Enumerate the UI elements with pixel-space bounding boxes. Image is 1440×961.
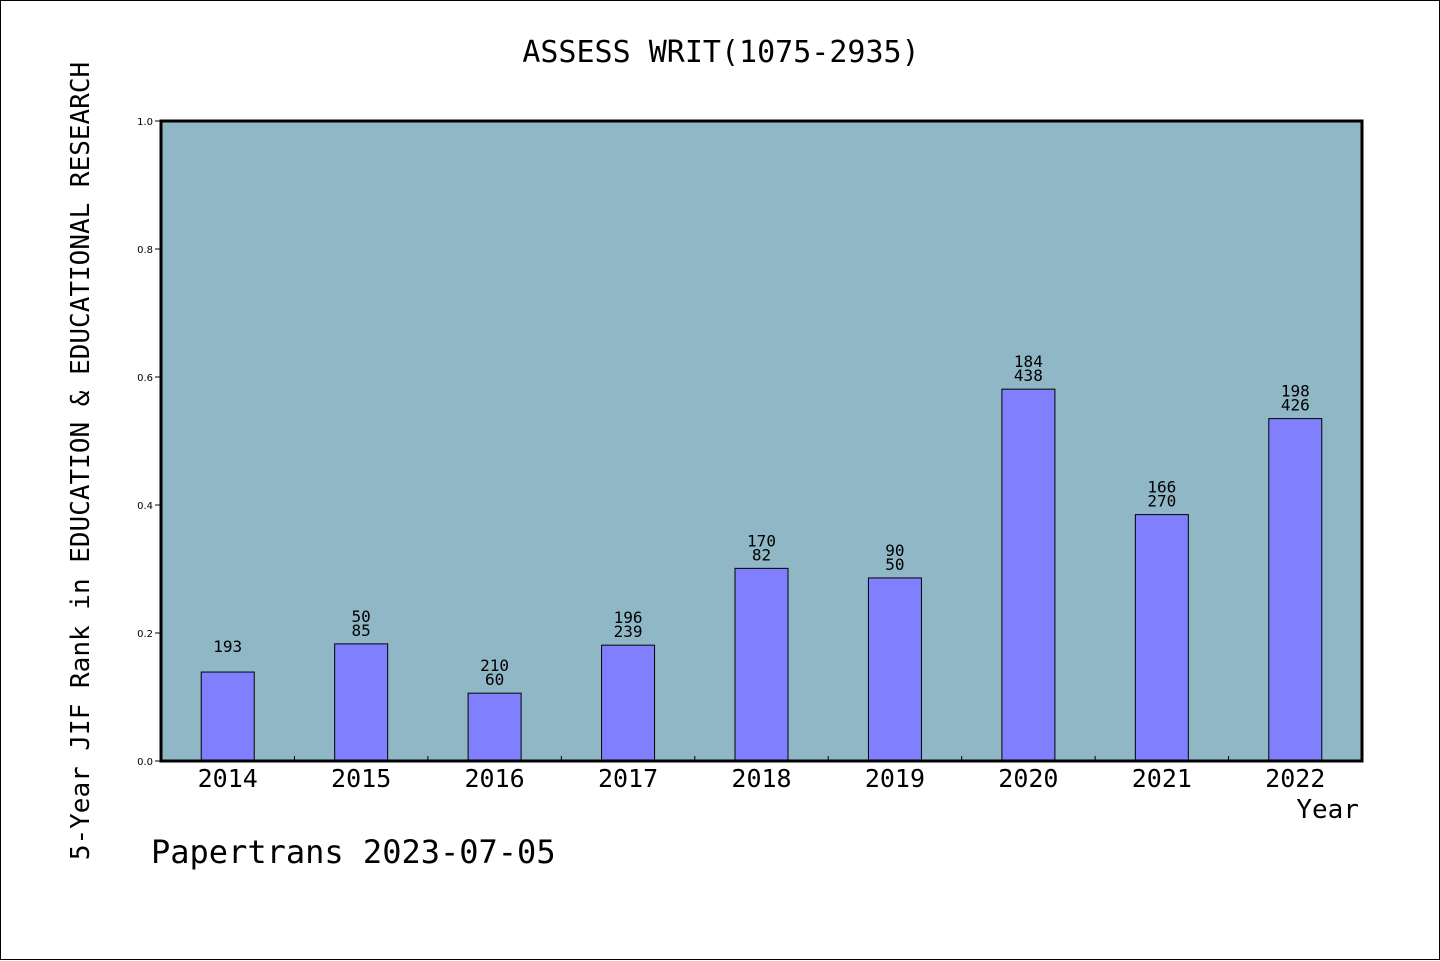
x-tick-label: 2015: [331, 764, 391, 793]
bar: [334, 643, 389, 762]
bar: [467, 692, 522, 762]
bar-value-label: 50: [352, 607, 371, 626]
y-tick-label: 0.0: [137, 757, 153, 768]
bar-value-label: 184: [1014, 352, 1043, 371]
x-axis-label: Year: [1296, 795, 1359, 825]
x-tick-label: 2018: [731, 764, 791, 793]
y-tick-label: 0.8: [137, 245, 153, 256]
x-tick-label: 2022: [1265, 764, 1325, 793]
y-tick-label: 0.2: [137, 629, 153, 640]
bar-value-label: 85: [352, 621, 371, 640]
bar: [1268, 418, 1323, 762]
plot-frame: [159, 119, 1364, 763]
y-tick-label: 1.0: [137, 117, 153, 128]
bar: [1001, 388, 1056, 762]
y-tick-label: 0.6: [137, 373, 153, 384]
bar: [734, 567, 789, 762]
bar-value-label: 170: [747, 531, 776, 550]
bar-value-label: 166: [1147, 478, 1176, 497]
bar-value-label: 193: [213, 637, 242, 656]
chart-title: ASSESS WRIT(1075-2935): [522, 35, 920, 70]
x-tick-label: 2016: [465, 764, 525, 793]
bar-value-label: 60: [485, 670, 504, 689]
x-tick-label: 2014: [198, 764, 258, 793]
x-tick-label: 2020: [998, 764, 1058, 793]
x-tick-label: 2021: [1132, 764, 1192, 793]
y-tick-label: 0.4: [137, 501, 153, 512]
bar-value-label: 50: [885, 555, 904, 574]
bar-value-label: 426: [1281, 396, 1310, 415]
bar-value-label: 198: [1281, 382, 1310, 401]
bar-value-label: 196: [614, 608, 643, 627]
bar-value-label: 438: [1014, 366, 1043, 385]
bar: [601, 644, 656, 762]
x-tick-label: 2017: [598, 764, 658, 793]
y-axis-label: 5-Year JIF Rank in EDUCATION & EDUCATION…: [66, 61, 96, 861]
bar-value-label: 239: [614, 622, 643, 641]
x-tick-label: 2019: [865, 764, 925, 793]
bar-value-label: 210: [480, 656, 509, 675]
bar: [200, 671, 255, 762]
bar-value-label: 82: [752, 545, 771, 564]
bar: [1134, 514, 1189, 762]
footer-credit: Papertrans 2023-07-05: [151, 833, 556, 871]
bar-value-label: 90: [885, 541, 904, 560]
bar-value-label: 270: [1147, 492, 1176, 511]
bar: [867, 577, 922, 762]
